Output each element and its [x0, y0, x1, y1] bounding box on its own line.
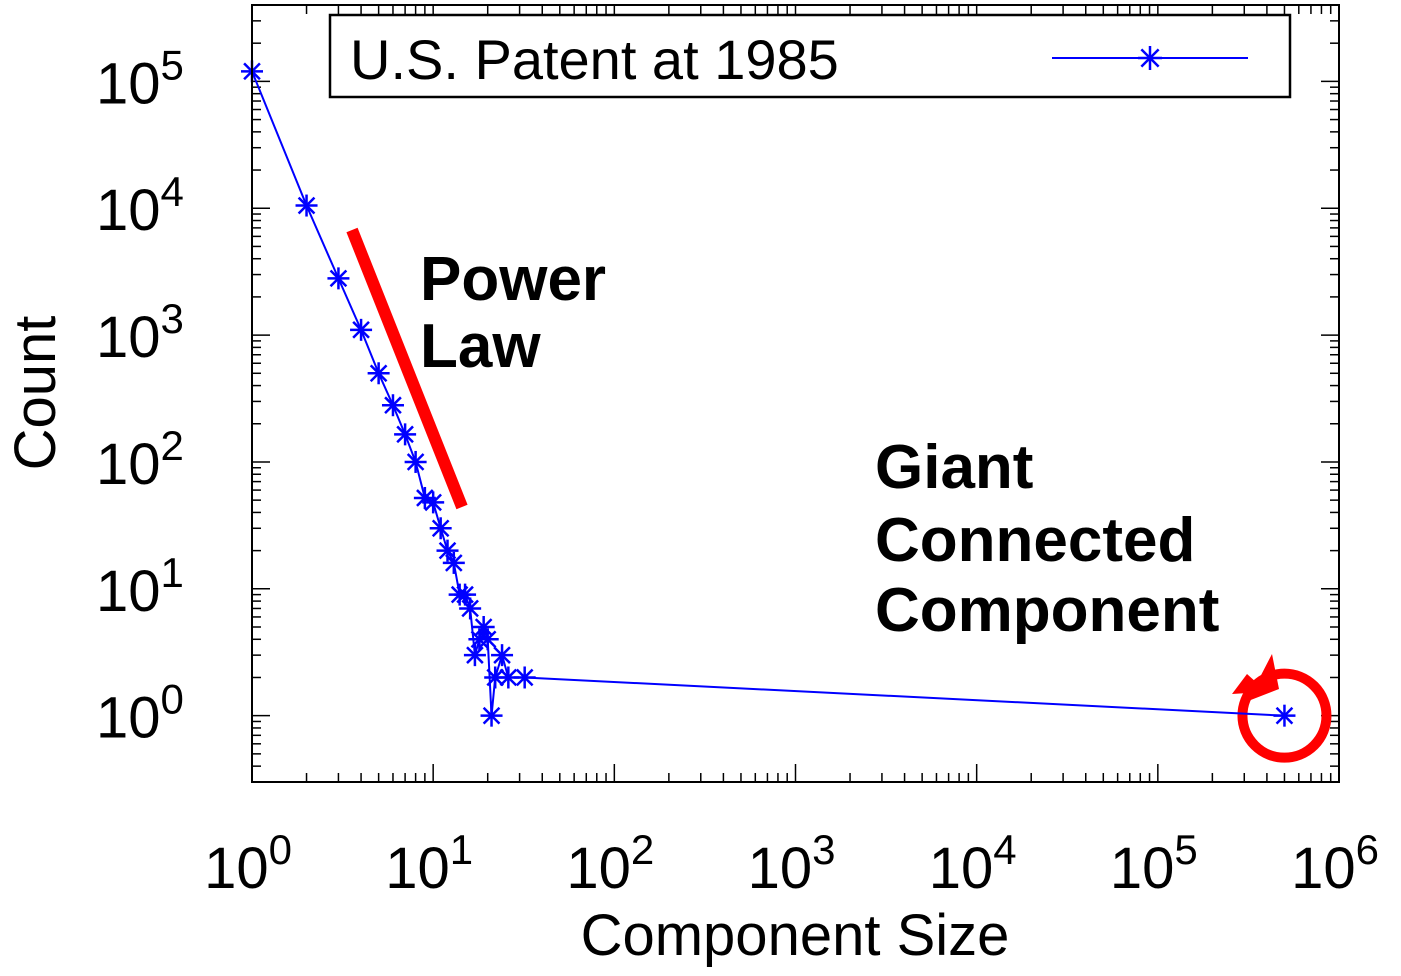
marker-stroke: [486, 668, 505, 687]
marker-stroke: [482, 706, 501, 725]
legend: U.S. Patent at 1985: [328, 13, 1292, 99]
power-law-label-line1: Power: [420, 245, 606, 314]
x-axis-title: Component Size: [581, 903, 1010, 968]
data-point: [295, 194, 318, 217]
giant-component-label-line3: Component: [875, 576, 1219, 645]
marker-stroke: [406, 453, 425, 471]
marker-stroke: [424, 493, 442, 512]
data-point: [422, 491, 445, 514]
y-tick-label: 105: [96, 41, 184, 116]
data-point: [463, 644, 486, 667]
x-tick-label: 103: [748, 826, 836, 901]
marker-stroke: [456, 585, 474, 604]
data-point: [459, 597, 482, 620]
marker-stroke: [1140, 48, 1160, 68]
data-point: [350, 318, 373, 341]
marker-stroke: [461, 599, 479, 618]
legend-marker: [1138, 46, 1162, 70]
marker-stroke: [384, 396, 402, 415]
marker-stroke: [515, 668, 534, 687]
data-point: [491, 644, 514, 667]
marker-stroke: [431, 519, 450, 538]
marker-stroke: [396, 425, 414, 444]
annotation-overlays: [346, 227, 1332, 763]
y-tick-label: 104: [96, 168, 184, 243]
giant-component-label-line2: Connected: [875, 506, 1195, 575]
marker-stroke: [478, 630, 497, 649]
data-point: [429, 517, 452, 540]
legend-star-marker: [1138, 46, 1162, 70]
x-tick-label: 105: [1110, 826, 1198, 901]
data-point: [442, 551, 465, 574]
marker-stroke: [445, 554, 463, 572]
marker-stroke: [416, 489, 434, 507]
power-law-guide-line: [346, 227, 468, 510]
y-tick-label: 100: [96, 676, 184, 751]
x-tick-label: 102: [566, 826, 654, 901]
y-tick-label: 103: [96, 295, 184, 370]
tick-labels: 100 101 102 103 104 105 106 100 101 102 103 104 105: [96, 41, 1379, 901]
data-point: [367, 362, 390, 385]
data-point: [480, 704, 503, 727]
power-law-annotation: Power Law: [420, 245, 606, 381]
legend-box: [328, 13, 1292, 99]
marker-stroke: [329, 269, 348, 288]
data-point: [476, 628, 499, 651]
data-point: [513, 666, 536, 689]
data-point: [404, 450, 427, 473]
y-tick-label: 101: [96, 549, 184, 624]
marker-stroke: [438, 541, 457, 560]
x-tick-label: 106: [1291, 826, 1379, 901]
x-tick-label: 100: [204, 826, 292, 901]
giant-component-arrow: [1232, 654, 1279, 703]
data-point: [1273, 704, 1296, 727]
series-layer: [241, 60, 1296, 727]
power-law-label-line2: Law: [420, 312, 541, 381]
plot-frame: [251, 4, 1340, 783]
data-point: [327, 267, 350, 290]
marker-stroke: [499, 668, 518, 687]
data-point: [394, 423, 417, 446]
giant-component-label-line1: Giant: [875, 433, 1033, 502]
x-tick-label: 101: [385, 826, 473, 901]
y-tick-label: 102: [96, 422, 184, 497]
data-point: [484, 666, 507, 689]
giant-component-circle: [1237, 668, 1332, 763]
giant-component-annotation: Giant Connected Component: [875, 433, 1219, 645]
marker-stroke: [297, 196, 316, 215]
x-tick-label: 104: [929, 826, 1017, 901]
marker-stroke: [1275, 706, 1294, 725]
y-axis-title: Count: [3, 316, 68, 471]
marker-stroke: [352, 321, 370, 339]
marker-stroke: [474, 618, 493, 636]
marker-stroke: [493, 646, 511, 664]
marker-stroke: [369, 364, 388, 383]
legend-label: U.S. Patent at 1985: [350, 28, 839, 91]
data-point: [381, 394, 404, 417]
